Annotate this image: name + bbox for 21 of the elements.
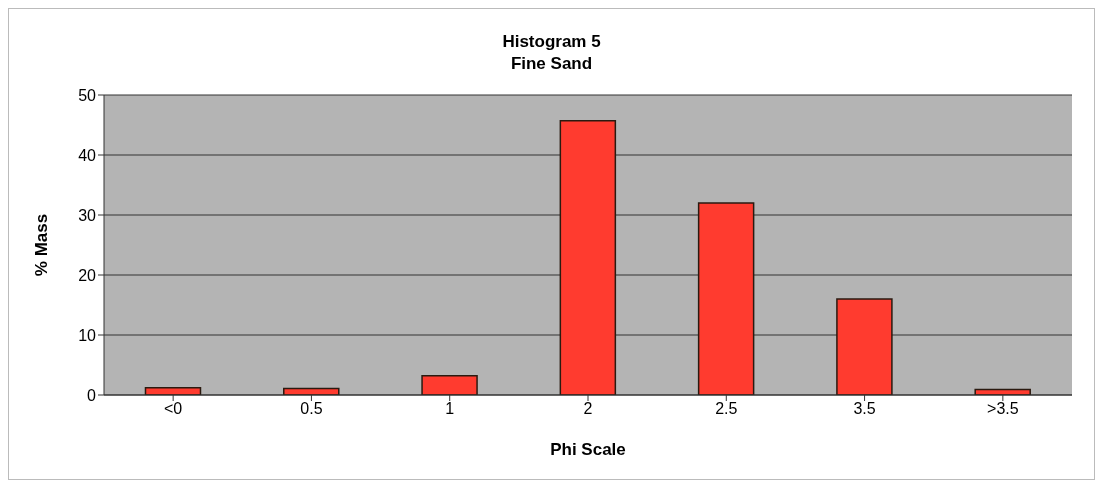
bar [697,202,755,395]
bar [559,120,617,395]
x-tick-label: 1 [445,400,455,418]
bar [836,298,893,395]
y-tick-label: 10 [78,326,97,344]
x-tick-label: 2.5 [715,400,738,418]
y-tick-label: 30 [78,206,97,224]
y-axis-title: % Mass [32,213,52,277]
x-tick-label: 3.5 [853,400,876,418]
y-tick-label: 0 [87,386,97,404]
x-axis-title: Phi Scale [550,440,626,459]
y-tick-label: 40 [78,146,97,164]
y-tick-label: 20 [78,266,97,284]
chart-title: Histogram 5 [501,31,602,53]
x-tick-label: 0.5 [300,400,323,418]
x-tick-label: 2 [583,400,593,418]
x-tick-label: <0 [164,400,183,418]
x-tick-label: >3.5 [987,400,1019,418]
y-tick-label: 50 [78,86,97,104]
bar [421,375,478,395]
chart-subtitle: Fine Sand [509,53,594,75]
